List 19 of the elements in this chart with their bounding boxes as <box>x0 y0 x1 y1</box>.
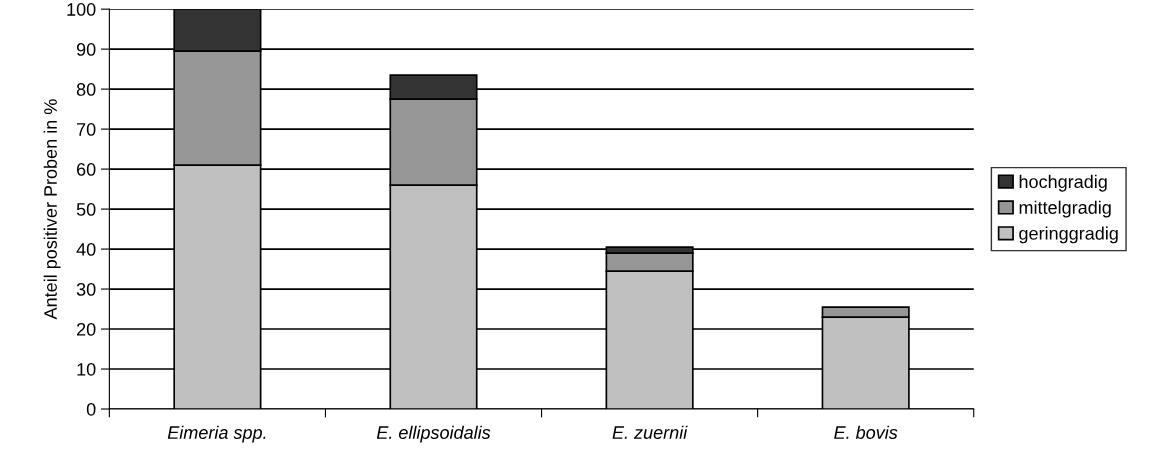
y-tick-label: 10 <box>77 362 96 376</box>
x-tick-label: E. zuernii <box>612 425 688 439</box>
y-tick-label: 30 <box>76 282 96 296</box>
y-tick-label: 90 <box>76 43 96 56</box>
y-tick-label: 50 <box>76 203 96 216</box>
x-tick-label: E. bovis <box>834 425 898 439</box>
y-tick-label: 20 <box>77 322 96 336</box>
y-axis-title: Anteil positiver Proben in % <box>43 99 61 320</box>
y-tick-label: 70 <box>77 123 96 136</box>
y-tick-label: 60 <box>77 163 96 176</box>
legend-label: geringgradig <box>1019 226 1118 244</box>
legend-label: hochgradig <box>1019 174 1107 192</box>
y-tick-label: 0 <box>86 402 96 416</box>
x-tick-label: E. ellipsoidalis <box>376 425 491 443</box>
y-tick-label: 100 <box>67 3 96 16</box>
x-tick-label: Eimeria spp. <box>167 425 266 443</box>
y-tick-label: 40 <box>76 243 96 256</box>
y-tick-label: 80 <box>76 83 96 96</box>
legend-label: mittelgradig <box>1019 200 1111 218</box>
